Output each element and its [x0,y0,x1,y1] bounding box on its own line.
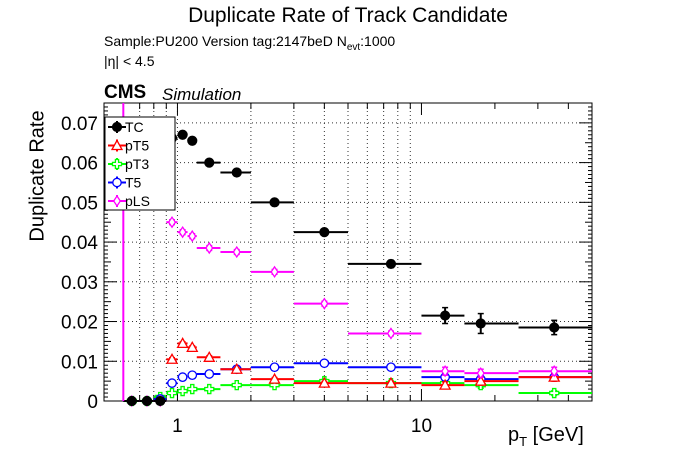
y-tick-label: 0.04 [61,233,98,254]
t5-point [386,362,396,373]
legend-label-pt5: pT5 [125,138,149,154]
series-tc [123,129,592,407]
t5-point [112,177,122,188]
pt5-point [165,352,179,364]
pt5-point [474,374,487,386]
pt5-point [438,378,452,390]
tc-point [439,310,451,321]
legend-label-tc: TC [125,119,144,135]
y-tick-label: 0.07 [61,114,98,135]
sample-info: Sample:PU200 Version tag:2147beD Nevt:10… [104,33,395,53]
pt5-point [268,372,281,384]
x-axis-label-p: p [508,424,520,446]
t5-point [319,358,330,369]
pls-point [476,367,485,380]
x-tick-label: 1 [172,416,183,437]
legend-label-t5: T5 [125,175,142,191]
pls-point [441,365,450,378]
tc-point [475,318,486,329]
y-tick-label: 0.02 [61,313,98,334]
tc-point [141,395,153,407]
pt5-point [203,350,216,362]
x-axis-label-sub: T [519,434,528,449]
x-axis-label-unit: [GeV] [527,424,584,446]
tc-point [187,135,198,146]
sample-info-sub: evt [346,41,361,53]
pt3-point [166,387,178,399]
pls-point [167,216,177,229]
pt5-point [318,376,331,388]
pls-point [232,245,241,259]
sample-info-prefix: Sample:PU200 Version tag:2147beD N [104,33,347,49]
pls-point [188,229,197,243]
pls-point [178,225,187,239]
t5-point [269,362,280,373]
tc-point [126,395,137,407]
series-pt5 [165,337,592,390]
pt3-point [204,383,215,395]
tc-point [385,258,397,270]
pt5-point [176,337,189,349]
legend-label-pls: pLS [125,193,150,209]
y-tick-label: 0.06 [61,154,98,175]
chart-title: Duplicate Rate of Track Candidate [188,4,508,27]
x-axis-label: pT [GeV] [508,424,584,449]
tc-point [111,121,123,133]
t5-point [204,369,215,379]
legend: TC pT5 pT3 T5 pLS [104,116,176,211]
tc-point [269,197,280,208]
pls-point [320,297,329,310]
legend-label-pt3: pT3 [125,156,149,172]
tc-point [204,157,215,168]
pt3-point [231,379,242,391]
pls-point [386,327,396,340]
t5-point [167,378,177,388]
pls-point [270,265,279,279]
sample-info-suffix: :1000 [360,33,396,49]
y-tick-label: 0.03 [61,273,98,294]
pt5-point [230,362,243,374]
tc-point [319,227,330,238]
pt3-point [177,385,188,397]
pls-point [205,241,214,255]
pls-point [112,194,122,208]
pt5-point [186,341,199,353]
tc-point [549,322,560,333]
y-tick-label: 0.05 [61,193,98,214]
tc-point [177,129,188,140]
grid-lines [104,103,592,401]
pt5-point [384,376,398,388]
t5-point [187,370,198,381]
y-tick-label: 0 [87,392,98,413]
tc-point [231,167,242,178]
pls-point [550,365,559,378]
pt5-point [110,139,124,151]
x-tick-label: 10 [411,416,432,437]
tc-point [155,395,166,407]
pt3-point [111,158,123,170]
simulation-label: Simulation [162,85,242,104]
y-tick-label: 0.01 [61,352,98,373]
pt3-point [187,383,198,395]
t5-point [177,372,188,383]
eta-cut: |η| < 4.5 [104,53,155,69]
cms-label: CMS [104,82,147,103]
pt3-point [549,387,560,399]
